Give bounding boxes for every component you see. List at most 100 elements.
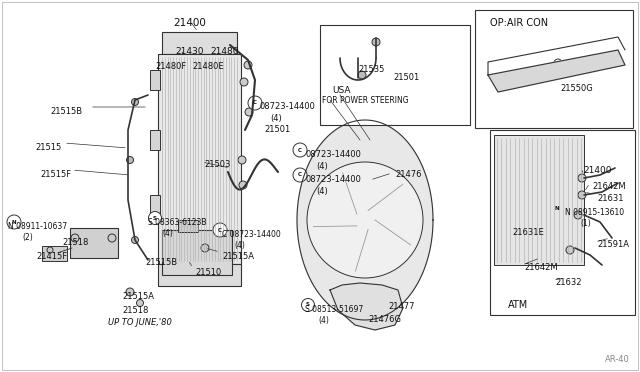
Circle shape <box>554 59 562 67</box>
Circle shape <box>574 211 582 219</box>
Text: 21480: 21480 <box>210 47 239 56</box>
Text: C 08723-14400: C 08723-14400 <box>222 230 281 239</box>
Circle shape <box>7 215 21 229</box>
Text: C: C <box>298 148 302 153</box>
Text: 21430: 21430 <box>175 47 204 56</box>
Circle shape <box>293 143 307 157</box>
Text: (1): (1) <box>580 219 591 228</box>
Text: 21632: 21632 <box>555 278 582 287</box>
Text: C: C <box>253 100 257 106</box>
Circle shape <box>148 212 161 224</box>
Circle shape <box>238 156 246 164</box>
Text: 21642M: 21642M <box>524 263 557 272</box>
Bar <box>475 10 633 128</box>
Circle shape <box>71 234 79 242</box>
Bar <box>150 130 160 150</box>
Circle shape <box>108 234 116 242</box>
Text: S 08363-6123B: S 08363-6123B <box>148 218 207 227</box>
Text: 21515A: 21515A <box>222 252 254 261</box>
Circle shape <box>301 298 314 311</box>
Circle shape <box>578 174 586 182</box>
Circle shape <box>240 78 248 86</box>
Text: UP TO JUNE,'80: UP TO JUNE,'80 <box>108 318 172 327</box>
Circle shape <box>372 38 380 46</box>
Circle shape <box>127 157 134 164</box>
Text: ATM: ATM <box>508 300 528 310</box>
Text: 08723-14400: 08723-14400 <box>260 102 316 111</box>
Circle shape <box>244 61 252 69</box>
Bar <box>158 264 241 286</box>
Text: 21510: 21510 <box>195 268 221 277</box>
Text: (4): (4) <box>270 114 282 123</box>
Text: 21518: 21518 <box>122 306 148 315</box>
Circle shape <box>496 76 504 84</box>
Circle shape <box>47 247 53 253</box>
Text: AR-40: AR-40 <box>605 355 630 364</box>
Circle shape <box>307 162 423 278</box>
Text: C: C <box>218 228 222 232</box>
Text: (2): (2) <box>22 233 33 242</box>
Text: 21415F: 21415F <box>36 252 67 261</box>
Text: N: N <box>12 219 16 224</box>
Text: 21480E: 21480E <box>192 62 223 71</box>
Bar <box>494 135 584 265</box>
Text: N 08911-10637: N 08911-10637 <box>8 222 67 231</box>
Circle shape <box>213 223 227 237</box>
Text: (4): (4) <box>162 229 173 238</box>
Text: USA: USA <box>332 86 351 95</box>
Bar <box>150 70 160 90</box>
Text: 21631: 21631 <box>597 194 623 203</box>
Circle shape <box>248 96 262 110</box>
Bar <box>320 25 470 125</box>
Circle shape <box>611 52 619 60</box>
Text: FOR POWER STEERING: FOR POWER STEERING <box>322 96 408 105</box>
Bar <box>150 195 160 215</box>
Text: 21503: 21503 <box>204 160 230 169</box>
Text: (4): (4) <box>318 316 329 325</box>
Text: OP:AIR CON: OP:AIR CON <box>490 18 548 28</box>
Text: 21535: 21535 <box>358 65 385 74</box>
Text: 21400: 21400 <box>583 166 611 175</box>
Circle shape <box>293 168 307 182</box>
Text: (4): (4) <box>316 187 328 196</box>
Text: 21515A: 21515A <box>122 292 154 301</box>
Text: S 08513-51697: S 08513-51697 <box>305 305 364 314</box>
Circle shape <box>126 288 134 296</box>
Text: 21515B: 21515B <box>145 258 177 267</box>
Circle shape <box>131 237 138 244</box>
Text: 21501: 21501 <box>393 73 419 82</box>
Polygon shape <box>488 50 625 92</box>
Text: 21518: 21518 <box>62 238 88 247</box>
Circle shape <box>550 202 563 215</box>
Bar <box>490 130 635 315</box>
Text: (4): (4) <box>316 162 328 171</box>
Text: C: C <box>298 173 302 177</box>
Polygon shape <box>297 120 433 320</box>
Text: 21476G: 21476G <box>368 315 401 324</box>
Text: 21501: 21501 <box>264 125 291 134</box>
Bar <box>70 228 118 258</box>
Text: 08723-14400: 08723-14400 <box>306 175 362 184</box>
Text: N: N <box>555 205 559 211</box>
Text: (4): (4) <box>234 241 245 250</box>
Text: 21515: 21515 <box>35 143 61 152</box>
Circle shape <box>239 181 247 189</box>
Bar <box>162 32 237 54</box>
Circle shape <box>578 191 586 199</box>
Text: N 08915-13610: N 08915-13610 <box>565 208 624 217</box>
Text: 21400: 21400 <box>173 18 207 28</box>
Circle shape <box>566 246 574 254</box>
Text: 21515B: 21515B <box>50 107 82 116</box>
Text: 21476: 21476 <box>395 170 422 179</box>
Circle shape <box>136 299 143 307</box>
Circle shape <box>358 71 366 79</box>
Bar <box>178 220 198 232</box>
Circle shape <box>245 108 253 116</box>
Text: 21642M: 21642M <box>592 182 626 191</box>
Circle shape <box>131 99 138 106</box>
Text: 08723-14400: 08723-14400 <box>306 150 362 159</box>
Text: 21480F: 21480F <box>155 62 186 71</box>
Polygon shape <box>330 283 403 330</box>
Bar <box>162 230 232 275</box>
Bar <box>42 246 67 261</box>
